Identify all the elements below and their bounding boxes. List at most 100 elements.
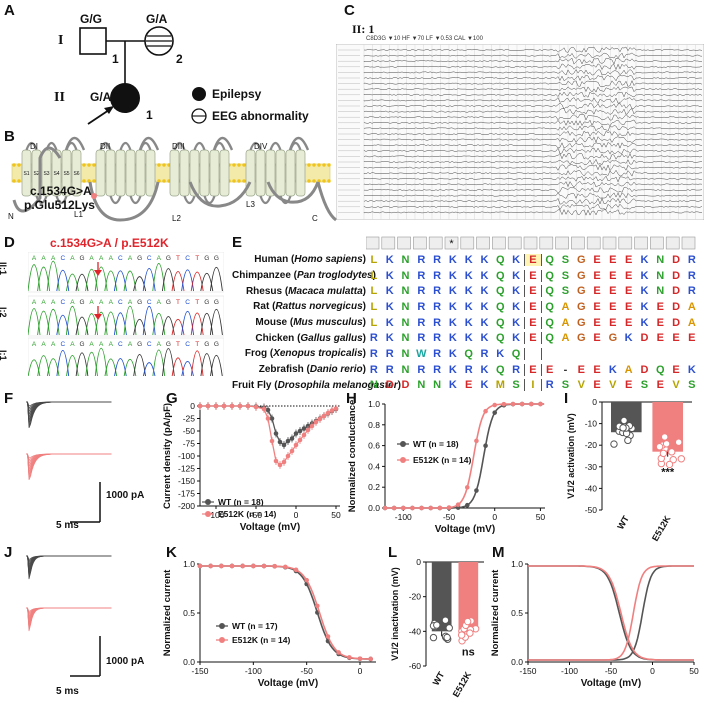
alignment-header-cell <box>681 236 696 250</box>
residue <box>542 348 558 360</box>
sanger-base: C <box>118 341 123 348</box>
y-tick-label: 0 <box>416 557 421 567</box>
data-point <box>237 403 243 409</box>
sanger-base: A <box>99 255 104 262</box>
sanger-base: G <box>137 255 142 262</box>
residue: Q <box>495 269 505 282</box>
sanger-base: A <box>51 299 56 306</box>
residue: E <box>593 253 601 266</box>
residue: K <box>448 269 457 282</box>
alignment-row: Fruit Fly (Drosophila melanogaster) N D D N N… <box>232 378 702 394</box>
alignment-header-cell <box>492 236 506 250</box>
sanger-base: A <box>32 341 37 348</box>
x-tick-label: -50 <box>301 666 314 676</box>
data-point <box>289 448 295 454</box>
c-terminus-label: C <box>312 214 318 223</box>
sanger-base: G <box>79 341 84 348</box>
bar <box>458 562 479 632</box>
residue: R <box>417 285 426 298</box>
y-tick-label: -25 <box>183 414 196 424</box>
residue: E <box>656 379 664 392</box>
residue: K <box>512 300 521 313</box>
residue: E <box>624 269 633 282</box>
y-tick-label: 1.0 <box>368 399 380 409</box>
y-tick-label: -20 <box>409 592 422 602</box>
chart-i-vhalf-activation: 0 -10 -20 -30 -40 -50 V1/2 activation (mV) WT E5… <box>566 397 692 543</box>
significance-label: *** <box>661 467 675 479</box>
panel-label-e: E <box>232 234 243 251</box>
residue: K <box>448 300 457 313</box>
data-point <box>277 439 283 445</box>
residue: E <box>624 253 633 266</box>
residue: K <box>512 316 521 329</box>
sanger-base: A <box>51 341 56 348</box>
residue: E <box>609 300 617 313</box>
residue: S <box>561 379 570 392</box>
data-point <box>443 633 451 642</box>
y-tick-label: -100 <box>178 451 195 461</box>
sanger-base: A <box>109 255 114 262</box>
data-point <box>466 629 474 637</box>
sanger-base: A <box>41 341 46 348</box>
residue: E <box>593 300 601 313</box>
alignment-header-cell <box>618 236 633 250</box>
current-trace <box>26 555 112 577</box>
y-tick-label: 0.8 <box>368 420 380 430</box>
residue: K <box>480 379 489 392</box>
chart-k-inactivation: -150 -100 -50 0 0.0 0.5 1.0 Voltage (mV) Normali… <box>162 559 376 689</box>
residue: M <box>495 379 505 392</box>
data-point <box>313 419 319 425</box>
residue: N <box>656 253 665 266</box>
current-trace <box>26 607 112 621</box>
residue: R <box>385 347 394 360</box>
residue: S <box>688 379 696 392</box>
generation-one: I <box>58 33 64 48</box>
residue: E <box>656 300 664 313</box>
data-point <box>357 656 363 661</box>
residue: R <box>433 285 442 298</box>
x-axis-label: Voltage (mV) <box>581 678 641 689</box>
legend-label: E512K (n = 14) <box>413 455 472 465</box>
residue: N <box>401 347 410 360</box>
alignment-header-cell <box>444 236 459 250</box>
sanger-base: C <box>147 341 152 348</box>
y-tick-label: -175 <box>178 489 195 499</box>
y-tick-label: 0.0 <box>368 503 380 513</box>
data-point <box>538 401 543 407</box>
residue: R <box>433 316 442 329</box>
x-tick-label: -50 <box>605 666 618 676</box>
data-point <box>293 431 299 436</box>
residue: R <box>433 253 442 266</box>
residue <box>589 348 605 360</box>
data-point <box>668 448 676 456</box>
panel-label-i: I <box>564 390 569 407</box>
residue: E <box>656 316 664 329</box>
segment-label: S2 <box>33 171 39 177</box>
sanger-base: A <box>128 255 133 262</box>
data-point <box>221 403 227 409</box>
sanger-peak <box>209 309 223 336</box>
conservation-header-row: * <box>365 236 706 257</box>
residue <box>573 348 589 360</box>
residue: R <box>545 379 554 392</box>
residue: E <box>672 363 680 376</box>
domain-label-4: DIV <box>254 142 268 151</box>
sanger-peak <box>209 354 223 378</box>
residue: E <box>609 316 617 329</box>
residue: Q <box>545 300 554 313</box>
sanger-peak <box>171 318 185 336</box>
residue: Q <box>464 347 473 360</box>
sanger-base: C <box>60 341 65 348</box>
data-point <box>336 650 341 655</box>
sanger-peak <box>133 318 147 336</box>
x-tick-label: -100 <box>561 666 578 676</box>
activation-curve <box>528 565 694 661</box>
channel-topology-panel: S1 S2 S3 S4 S5 S6 N C DI DII DIII DIV L1 L2 L… <box>0 128 340 233</box>
data-point <box>610 440 618 448</box>
data-point <box>382 505 388 511</box>
y-tick-label: 0 <box>592 397 597 407</box>
transmembrane-segment <box>135 149 146 197</box>
data-point <box>445 624 453 632</box>
x-axis-label: Voltage (mV) <box>435 524 495 535</box>
residue: Q <box>545 332 554 345</box>
